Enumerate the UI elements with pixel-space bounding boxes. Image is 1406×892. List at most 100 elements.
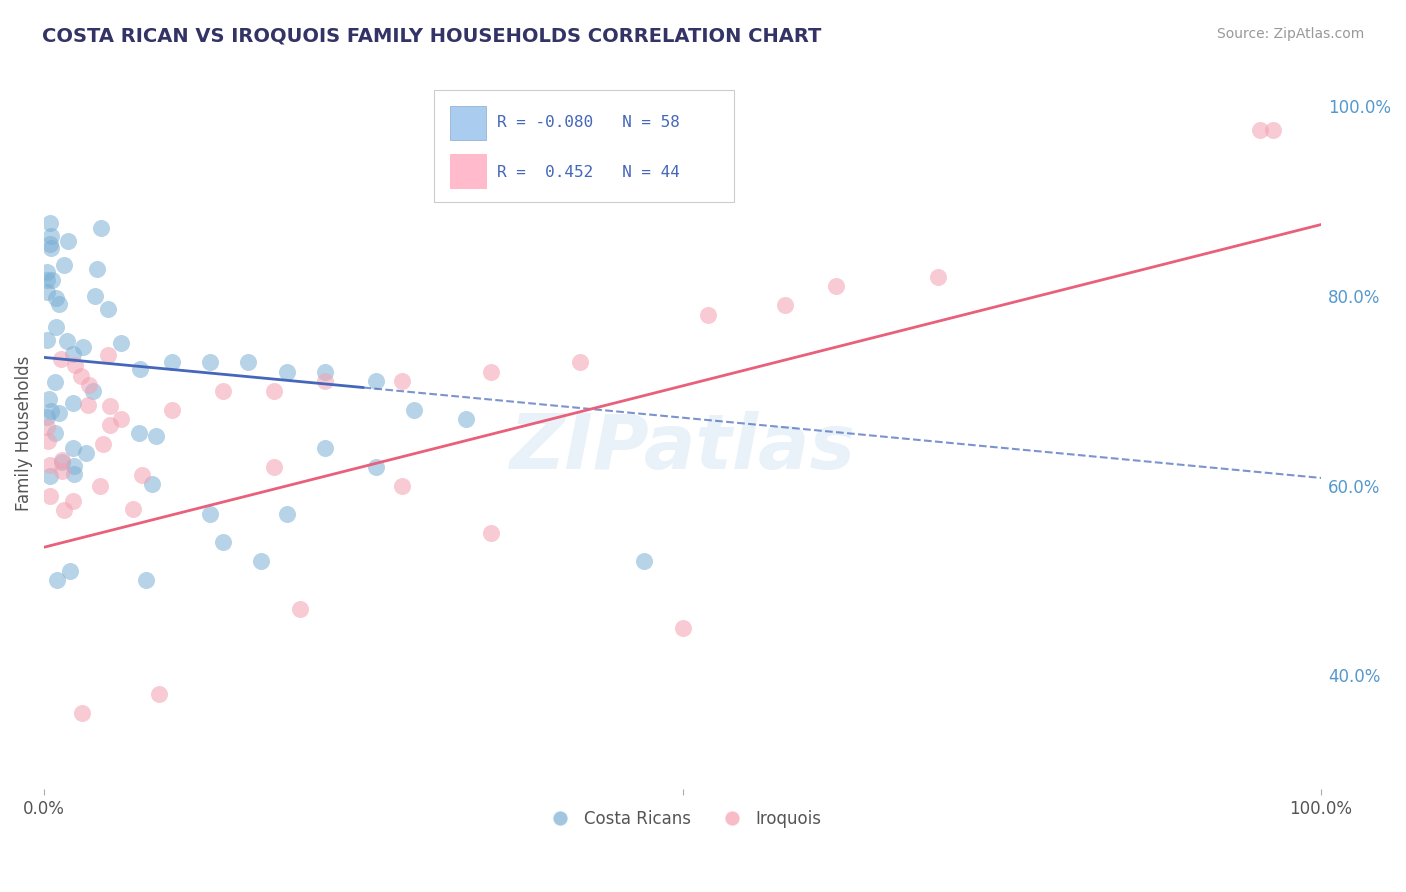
Point [41, 272, 63, 286]
Point [48, 406, 70, 420]
Point [128, 425, 150, 440]
Point [39, 228, 62, 243]
Point [63, 358, 86, 372]
Point [39, 404, 62, 418]
Point [927, 269, 949, 284]
Point [38, 469, 60, 483]
Point [238, 355, 260, 369]
FancyBboxPatch shape [450, 153, 486, 187]
Point [454, 412, 477, 426]
Point [97, 348, 120, 362]
Point [59, 564, 82, 578]
Point [276, 507, 298, 521]
Text: R =  0.452   N = 44: R = 0.452 N = 44 [498, 165, 681, 179]
Point [70, 368, 93, 383]
Point [569, 355, 592, 369]
Point [697, 308, 720, 322]
Point [1261, 122, 1284, 136]
Point [160, 402, 183, 417]
Point [51, 464, 73, 478]
Point [56, 234, 79, 248]
Point [391, 478, 413, 492]
Point [135, 574, 157, 588]
Point [37, 434, 59, 448]
Point [129, 361, 152, 376]
Point [90, 220, 112, 235]
Point [37, 285, 59, 299]
Point [141, 477, 163, 491]
Point [45, 291, 67, 305]
Point [824, 279, 846, 293]
Point [38, 489, 60, 503]
Point [45, 319, 67, 334]
Point [84, 289, 107, 303]
Point [35, 333, 58, 347]
Point [314, 365, 336, 379]
Point [98, 399, 121, 413]
Point [52, 258, 75, 272]
Point [79, 378, 101, 392]
Point [56, 334, 79, 349]
Point [633, 554, 655, 568]
Point [479, 526, 502, 541]
Point [276, 365, 298, 379]
Point [98, 417, 121, 432]
Point [91, 437, 114, 451]
Point [51, 453, 73, 467]
Point [110, 412, 132, 426]
Point [62, 441, 84, 455]
Point [38, 458, 60, 472]
Point [76, 398, 98, 412]
Point [198, 355, 221, 369]
Point [250, 554, 273, 568]
Point [671, 621, 693, 635]
Point [1249, 122, 1271, 136]
Point [122, 501, 145, 516]
Point [110, 336, 132, 351]
Point [63, 467, 86, 481]
Point [62, 347, 84, 361]
Point [44, 426, 66, 441]
Point [49, 351, 72, 366]
Point [51, 455, 73, 469]
Point [35, 420, 58, 434]
Point [366, 374, 388, 388]
Point [86, 261, 108, 276]
Point [44, 376, 66, 390]
FancyBboxPatch shape [433, 89, 734, 202]
Point [131, 467, 153, 482]
Point [479, 365, 502, 379]
Point [62, 395, 84, 409]
Point [39, 216, 62, 230]
Point [391, 374, 413, 388]
Point [314, 441, 336, 455]
Text: R = -0.080   N = 58: R = -0.080 N = 58 [498, 115, 681, 129]
Point [82, 384, 104, 398]
Y-axis label: Family Households: Family Households [15, 356, 32, 511]
Point [198, 507, 221, 521]
Point [404, 402, 426, 417]
Text: ZIPatlas: ZIPatlas [509, 410, 856, 484]
Point [35, 273, 58, 287]
Point [38, 392, 60, 406]
Point [97, 302, 120, 317]
Point [89, 479, 111, 493]
Point [212, 384, 235, 398]
Point [75, 446, 97, 460]
Point [212, 535, 235, 549]
Text: COSTA RICAN VS IROQUOIS FAMILY HOUSEHOLDS CORRELATION CHART: COSTA RICAN VS IROQUOIS FAMILY HOUSEHOLD… [42, 27, 821, 45]
FancyBboxPatch shape [450, 106, 486, 140]
Point [38, 236, 60, 251]
Legend: Costa Ricans, Iroquois: Costa Ricans, Iroquois [537, 803, 828, 834]
Point [288, 602, 311, 616]
Text: Source: ZipAtlas.com: Source: ZipAtlas.com [1216, 27, 1364, 41]
Point [148, 687, 170, 701]
Point [35, 409, 58, 424]
Point [48, 296, 70, 310]
Point [263, 459, 285, 474]
Point [62, 493, 84, 508]
Point [314, 374, 336, 388]
Point [145, 429, 167, 443]
Point [263, 384, 285, 398]
Point [52, 502, 75, 516]
